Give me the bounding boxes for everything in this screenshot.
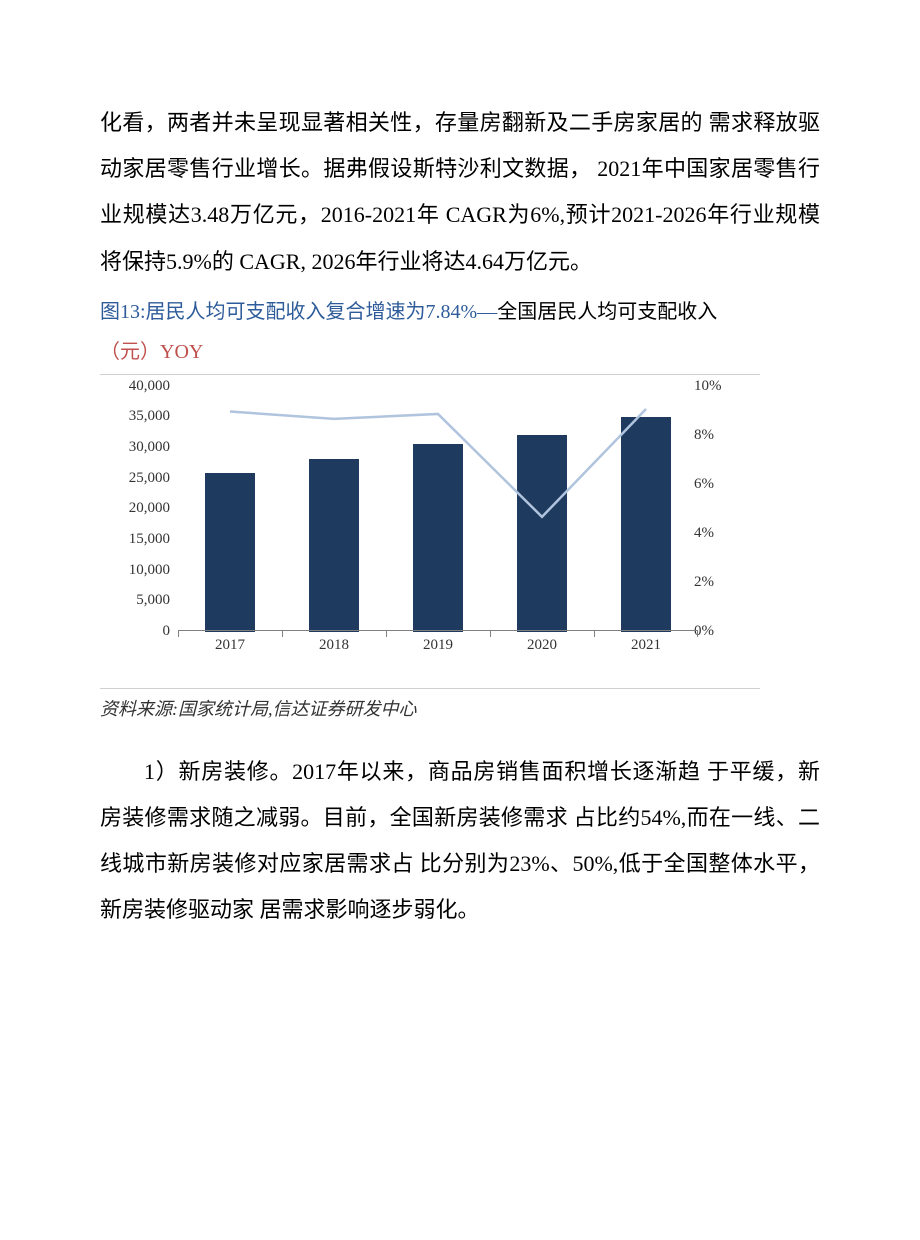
x-tick	[282, 631, 283, 637]
figure-subtitle: （元）YOY	[100, 335, 820, 364]
chart-plot-area	[178, 387, 698, 632]
paragraph-1: 化看，两者并未呈现显著相关性，存量房翻新及二手房家居的 需求释放驱动家居零售行业…	[100, 100, 820, 285]
figure-title-blue: 图13:居民人均可支配收入复合增速为7.84%—	[100, 301, 497, 323]
x-tick	[490, 631, 491, 637]
figure-title-black: 全国居民人均可支配收入	[497, 301, 717, 323]
y-left-tick-label: 30,000	[110, 439, 170, 456]
figure-source: 资料来源:国家统计局,信达证券研发中心	[100, 688, 760, 721]
x-tick-label: 2021	[616, 637, 676, 654]
y-left-tick-label: 20,000	[110, 500, 170, 517]
x-tick-label: 2019	[408, 637, 468, 654]
y-right-tick-label: 2%	[694, 574, 744, 591]
x-tick	[594, 631, 595, 637]
chart-container: 0 5,000 10,000 15,000 20,000 25,000 30,000 35,0…	[100, 374, 760, 684]
x-tick	[386, 631, 387, 637]
x-tick	[697, 631, 698, 637]
x-tick	[178, 631, 179, 637]
y-right-tick-label: 6%	[694, 476, 744, 493]
y-left-tick-label: 40,000	[110, 378, 170, 395]
paragraph-2: 1）新房装修。2017年以来，商品房销售面积增长逐渐趋 于平缓，新房装修需求随之…	[100, 749, 820, 934]
chart-line	[178, 387, 698, 632]
y-right-tick-label: 10%	[694, 378, 744, 395]
y-right-tick-label: 0%	[694, 623, 744, 640]
figure-title: 图13:居民人均可支配收入复合增速为7.84%—全国居民人均可支配收入	[100, 293, 820, 331]
y-left-tick-label: 35,000	[110, 408, 170, 425]
x-tick-label: 2018	[304, 637, 364, 654]
y-left-tick-label: 10,000	[110, 562, 170, 579]
y-right-tick-label: 8%	[694, 427, 744, 444]
x-tick-label: 2017	[200, 637, 260, 654]
y-left-tick-label: 15,000	[110, 531, 170, 548]
x-axis	[178, 630, 698, 631]
y-left-tick-label: 0	[110, 623, 170, 640]
y-left-tick-label: 5,000	[110, 592, 170, 609]
y-left-tick-label: 25,000	[110, 470, 170, 487]
x-tick-label: 2020	[512, 637, 572, 654]
y-right-tick-label: 4%	[694, 525, 744, 542]
